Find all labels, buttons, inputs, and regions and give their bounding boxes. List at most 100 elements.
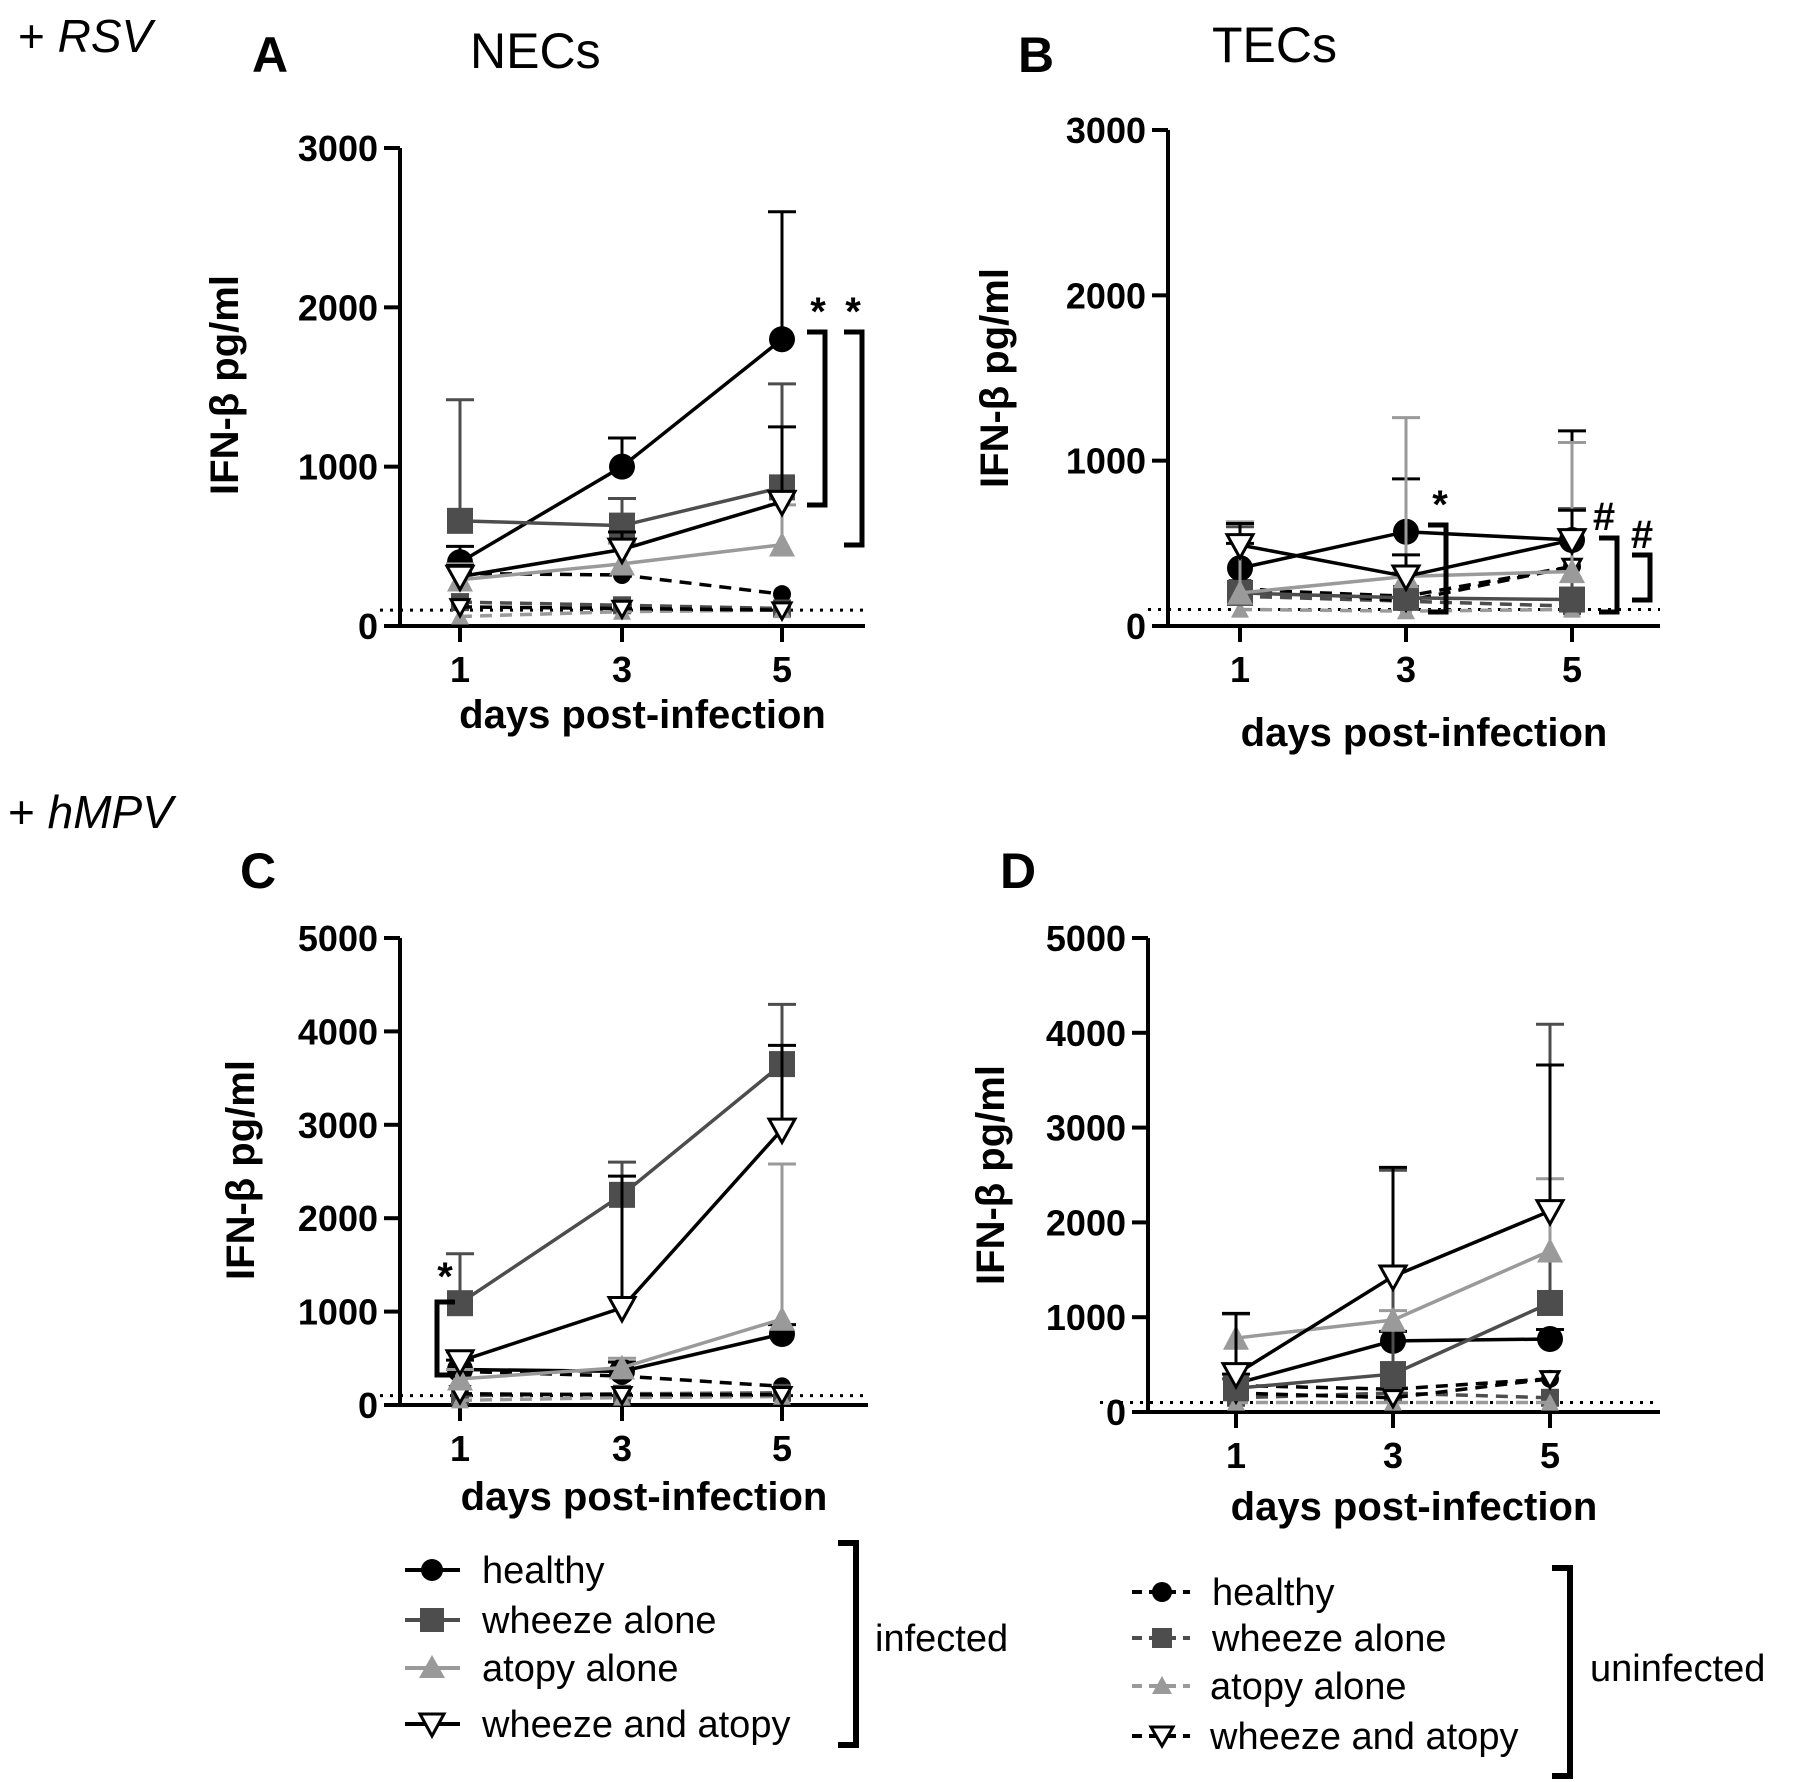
legend-bracket bbox=[838, 1540, 859, 1748]
legend-marker-square bbox=[420, 1608, 444, 1632]
panel-label-c: C bbox=[240, 843, 276, 899]
panel-d-x-tick-label: 3 bbox=[1383, 1435, 1403, 1476]
panel-b-x-tick-label: 3 bbox=[1396, 649, 1416, 690]
legend-marker-circle bbox=[421, 1559, 443, 1581]
legend-marker-triangle bbox=[1152, 1676, 1172, 1694]
panel-c-x-tick-label: 5 bbox=[772, 1428, 792, 1469]
panel-c-x-tick-label: 3 bbox=[612, 1428, 632, 1469]
legend-infected: healthy wheeze alone atopy alone wheeze … bbox=[405, 1540, 1008, 1748]
panel-b-series-wheeze-alone-infected-point bbox=[1559, 586, 1585, 613]
virus-label-hmpv: + hMPV bbox=[8, 786, 177, 838]
panel-a-series-healthy-infected-point bbox=[769, 326, 795, 353]
panel-b-x-axis-label: days post-infection bbox=[1241, 711, 1608, 755]
panel-c-y-tick-label: 3000 bbox=[298, 1105, 378, 1146]
panel-b-series-wheeze-and-atopy-infected-point bbox=[1224, 533, 1256, 562]
legend-item-wheeze-and-atopy: wheeze and atopy bbox=[481, 1704, 790, 1746]
legend-item-wheeze-alone: wheeze alone bbox=[481, 1600, 717, 1642]
panel-a-y-axis-label: IFN-β pg/ml bbox=[203, 275, 247, 495]
legend-group-infected: infected bbox=[875, 1618, 1008, 1660]
panel-d-x-tick-label: 1 bbox=[1226, 1435, 1246, 1476]
panel-d-x-axis-label: days post-infection bbox=[1231, 1485, 1598, 1529]
panel-c-series-atopy-alone-infected-point bbox=[447, 1365, 473, 1391]
panel-a-series-wheeze-and-atopy-uninfected-point bbox=[610, 599, 634, 621]
legend-marker-triangle-down bbox=[1148, 1725, 1176, 1749]
panel-a-x-axis-label: days post-infection bbox=[459, 693, 826, 737]
panel-c-series-wheeze-and-atopy-infected-point bbox=[606, 1295, 638, 1324]
legend-uninfected: healthy wheeze alone atopy alone wheeze … bbox=[1132, 1565, 1765, 1779]
panel-d-series-wheeze-alone-infected-point bbox=[1537, 1289, 1563, 1316]
panel-c-series-wheeze-and-atopy-infected-point bbox=[444, 1349, 476, 1378]
panel-a-sig-star: * bbox=[810, 290, 826, 334]
panel-a-y-tick-label: 0 bbox=[358, 606, 378, 647]
panel-a-x-tick-label: 1 bbox=[450, 649, 470, 690]
panel-b-series-atopy-alone-infected-point bbox=[1227, 579, 1253, 605]
panel-c-x-axis-label: days post-infection bbox=[461, 1475, 828, 1519]
panel-a-series-wheeze-alone-infected-point bbox=[447, 507, 473, 534]
panel-b-sig-bracket bbox=[1632, 552, 1653, 603]
panel-d-y-axis-label: IFN-β pg/ml bbox=[969, 1065, 1013, 1285]
panel-a-series-healthy-infected-point bbox=[609, 453, 635, 480]
legend-marker-triangle bbox=[419, 1655, 445, 1678]
panel-b-series-atopy-alone-infected-point bbox=[1559, 558, 1585, 584]
panel-d-series-wheeze-and-atopy-infected-point bbox=[1220, 1362, 1252, 1391]
legend-item-healthy: healthy bbox=[482, 1550, 605, 1592]
panel-a-series-wheeze-and-atopy-infected-point bbox=[444, 564, 476, 593]
panel-d-series-wheeze-and-atopy-uninfected-point bbox=[1538, 1370, 1562, 1391]
panel-c-y-tick-label: 1000 bbox=[298, 1292, 378, 1333]
panel-d-x-tick-label: 5 bbox=[1540, 1435, 1560, 1476]
panel-c-x-tick-label: 1 bbox=[450, 1428, 470, 1469]
panel-b-sig-bracket bbox=[1428, 522, 1449, 615]
legend-item-wheeze-alone: wheeze alone bbox=[1211, 1618, 1447, 1660]
panel-d-series-atopy-alone-uninfected-point bbox=[1541, 1393, 1559, 1411]
panel-c-series-wheeze-and-atopy-infected-point bbox=[766, 1117, 798, 1146]
panel-a-series-atopy-alone-infected-point bbox=[769, 531, 795, 557]
legend-bracket bbox=[1552, 1565, 1573, 1779]
panel-b-y-axis-label: IFN-β pg/ml bbox=[973, 268, 1017, 488]
legend-item-atopy-alone: atopy alone bbox=[482, 1648, 679, 1690]
panel-d-series-wheeze-and-atopy-uninfected-line bbox=[1235, 1377, 1551, 1400]
panel-b-series-wheeze-and-atopy-infected-point bbox=[1556, 528, 1588, 557]
panel-c-y-tick-label: 5000 bbox=[298, 918, 378, 959]
panel-b-sig-hash: # bbox=[1593, 495, 1615, 539]
panel-d-y-tick-label: 5000 bbox=[1046, 918, 1126, 959]
legend-item-healthy: healthy bbox=[1212, 1572, 1335, 1614]
virus-label-rsv: + RSV bbox=[18, 10, 157, 62]
panel-d-series-wheeze-alone-infected-point bbox=[1380, 1361, 1406, 1388]
legend-group-uninfected: uninfected bbox=[1590, 1648, 1765, 1690]
panel-c-y-tick-label: 0 bbox=[358, 1385, 378, 1426]
panel-a-series-wheeze-and-atopy-infected-point bbox=[606, 537, 638, 566]
panel-b-x-tick-label: 5 bbox=[1562, 649, 1582, 690]
panel-d-y-tick-label: 2000 bbox=[1046, 1202, 1126, 1243]
panel-a-y-tick-label: 1000 bbox=[298, 447, 378, 488]
panel-a-series-wheeze-and-atopy-uninfected-point bbox=[770, 601, 794, 623]
panel-c-y-tick-label: 2000 bbox=[298, 1198, 378, 1239]
panel-c-series-wheeze-and-atopy-uninfected-point bbox=[770, 1386, 794, 1407]
panel-b-sig-star: * bbox=[1432, 483, 1448, 527]
panel-b-y-tick-label: 2000 bbox=[1066, 275, 1146, 316]
panel-a-sig-bracket bbox=[807, 329, 828, 508]
panel-c-sig-star: * bbox=[437, 1255, 453, 1299]
panel-d-y-tick-label: 4000 bbox=[1046, 1013, 1126, 1054]
panel-b-series-atopy-alone-uninfected-point bbox=[1231, 600, 1249, 618]
panel-a-series-wheeze-and-atopy-uninfected-point bbox=[448, 598, 472, 619]
panel-d-series-wheeze-and-atopy-infected-point bbox=[1377, 1264, 1409, 1293]
panel-d-series-atopy-alone-infected-point bbox=[1380, 1307, 1406, 1332]
panel-c-y-axis-label: IFN-β pg/ml bbox=[219, 1060, 263, 1280]
panel-b-x-tick-label: 1 bbox=[1230, 649, 1250, 690]
panel-c-series-atopy-alone-infected-point bbox=[609, 1354, 635, 1380]
panel-b-sig-bracket bbox=[1599, 535, 1620, 615]
panel-d-series-wheeze-and-atopy-infected-point bbox=[1534, 1199, 1566, 1228]
panel-title-b: TECs bbox=[1212, 17, 1337, 73]
panel-label-d: D bbox=[1000, 843, 1036, 899]
panel-c-y-tick-label: 4000 bbox=[298, 1011, 378, 1052]
panel-b-series-wheeze-and-atopy-infected-point bbox=[1390, 564, 1422, 593]
panel-title-a: NECs bbox=[470, 23, 601, 79]
panel-b-y-tick-label: 3000 bbox=[1066, 110, 1146, 151]
panel-b-y-tick-label: 0 bbox=[1126, 606, 1146, 647]
panel-d-series-healthy-infected-point bbox=[1537, 1326, 1563, 1353]
panel-c-series-wheeze-and-atopy-uninfected-point bbox=[610, 1386, 634, 1407]
panel-a-x-tick-label: 3 bbox=[612, 649, 632, 690]
legend-item-wheeze-and-atopy: wheeze and atopy bbox=[1209, 1716, 1518, 1758]
panel-label-b: B bbox=[1018, 27, 1054, 83]
